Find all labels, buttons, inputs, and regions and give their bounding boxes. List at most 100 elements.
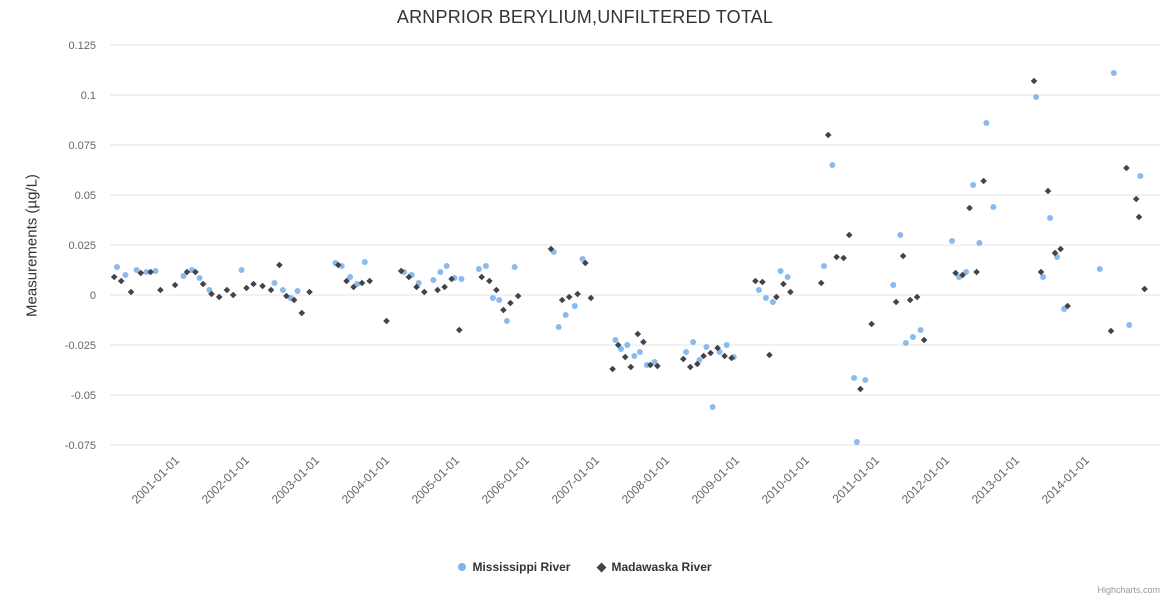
data-point-mississippi-river[interactable] [636,349,643,355]
data-point-madawaska-river[interactable] [421,288,428,296]
data-point-madawaska-river[interactable] [634,330,642,338]
data-point-madawaska-river[interactable] [250,280,257,288]
data-point-madawaska-river[interactable] [229,291,237,299]
data-point-madawaska-river[interactable] [614,341,622,349]
data-point-mississippi-river[interactable] [618,346,624,352]
data-point-madawaska-river[interactable] [157,286,164,294]
legend-item-mississippi-river[interactable]: Mississippi River [458,560,570,574]
data-point-madawaska-river[interactable] [647,361,654,369]
data-point-madawaska-river[interactable] [1044,187,1052,195]
data-point-madawaska-river[interactable] [1030,77,1038,85]
data-point-mississippi-river[interactable] [862,377,869,383]
data-point-madawaska-river[interactable] [973,268,980,276]
data-point-mississippi-river[interactable] [562,312,569,318]
data-point-madawaska-river[interactable] [171,281,179,289]
data-point-madawaska-river[interactable] [787,288,794,296]
data-point-madawaska-river[interactable] [714,344,721,352]
data-point-mississippi-river[interactable] [1047,215,1054,221]
data-point-madawaska-river[interactable] [223,286,231,294]
data-point-mississippi-river[interactable] [709,404,716,410]
data-point-madawaska-river[interactable] [1037,268,1045,276]
data-point-mississippi-river[interactable] [917,327,924,333]
data-point-mississippi-river[interactable] [571,303,578,309]
data-point-mississippi-river[interactable] [612,337,619,343]
data-point-madawaska-river[interactable] [752,277,759,285]
highcharts-credits-link[interactable]: Highcharts.com [1097,585,1160,595]
data-point-mississippi-river[interactable] [853,439,860,445]
data-point-madawaska-river[interactable] [857,385,864,393]
data-point-mississippi-river[interactable] [683,349,690,355]
data-point-madawaska-river[interactable] [137,269,145,277]
data-point-mississippi-river[interactable] [949,238,956,244]
data-point-madawaska-river[interactable] [192,268,199,276]
data-point-mississippi-river[interactable] [829,162,836,168]
data-point-mississippi-river[interactable] [279,287,286,293]
data-point-mississippi-river[interactable] [690,339,697,345]
data-point-mississippi-river[interactable] [496,297,503,303]
data-point-mississippi-river[interactable] [443,263,450,269]
data-point-mississippi-river[interactable] [769,299,776,305]
data-point-mississippi-river[interactable] [437,269,444,275]
data-point-mississippi-river[interactable] [963,269,970,275]
data-point-madawaska-river[interactable] [500,306,507,314]
data-point-mississippi-river[interactable] [133,267,140,273]
data-point-madawaska-river[interactable] [609,365,616,373]
data-point-madawaska-river[interactable] [582,259,589,267]
data-point-madawaska-river[interactable] [1141,285,1148,293]
data-point-madawaska-river[interactable] [290,296,298,304]
data-point-mississippi-river[interactable] [762,295,769,301]
data-point-madawaska-river[interactable] [959,271,966,279]
data-point-madawaska-river[interactable] [721,352,728,360]
data-point-madawaska-river[interactable] [766,351,773,359]
data-point-madawaska-river[interactable] [1051,249,1059,257]
data-point-madawaska-river[interactable] [687,363,694,371]
data-point-mississippi-river[interactable] [624,342,631,348]
data-point-mississippi-river[interactable] [643,362,650,368]
data-point-mississippi-river[interactable] [970,182,977,188]
data-point-madawaska-river[interactable] [243,284,250,292]
data-point-mississippi-river[interactable] [579,256,586,262]
data-point-madawaska-river[interactable] [920,336,928,344]
data-point-madawaska-river[interactable] [1135,213,1143,221]
data-point-mississippi-river[interactable] [755,287,762,293]
data-point-madawaska-river[interactable] [267,286,275,294]
data-point-mississippi-river[interactable] [1061,306,1068,312]
legend-item-madawaska-river[interactable]: Madawaska River [597,560,712,574]
data-point-mississippi-river[interactable] [784,274,791,280]
data-point-madawaska-river[interactable] [817,279,825,287]
data-point-madawaska-river[interactable] [700,352,707,360]
data-point-madawaska-river[interactable] [759,278,766,286]
data-point-madawaska-river[interactable] [824,131,832,139]
data-point-madawaska-river[interactable] [383,317,390,325]
data-point-madawaska-river[interactable] [1123,164,1130,172]
data-point-mississippi-river[interactable] [238,267,245,273]
data-point-madawaska-river[interactable] [283,292,290,300]
data-point-mississippi-river[interactable] [489,295,496,301]
data-point-madawaska-river[interactable] [215,293,223,301]
data-point-mississippi-river[interactable] [909,334,916,340]
data-point-madawaska-river[interactable] [558,296,566,304]
data-point-madawaska-river[interactable] [1057,245,1064,253]
data-point-madawaska-river[interactable] [413,283,420,291]
data-point-madawaska-river[interactable] [259,282,266,290]
data-point-madawaska-river[interactable] [334,261,342,269]
data-point-madawaska-river[interactable] [110,273,118,281]
data-point-madawaska-river[interactable] [680,355,687,363]
data-point-madawaska-river[interactable] [980,177,987,185]
data-point-madawaska-river[interactable] [892,298,900,306]
data-point-madawaska-river[interactable] [565,293,573,301]
data-point-mississippi-river[interactable] [354,281,361,287]
data-point-madawaska-river[interactable] [183,268,191,276]
data-point-mississippi-river[interactable] [897,232,904,238]
data-point-madawaska-river[interactable] [773,293,780,301]
data-point-madawaska-river[interactable] [350,283,357,291]
data-point-mississippi-river[interactable] [152,268,159,274]
data-point-mississippi-river[interactable] [983,120,990,126]
data-point-mississippi-river[interactable] [1137,173,1144,179]
data-point-mississippi-river[interactable] [1126,322,1133,328]
data-point-mississippi-river[interactable] [511,264,518,270]
data-point-madawaska-river[interactable] [952,269,959,277]
data-point-mississippi-river[interactable] [723,342,730,348]
data-point-mississippi-river[interactable] [976,240,983,246]
data-point-madawaska-river[interactable] [906,296,914,304]
